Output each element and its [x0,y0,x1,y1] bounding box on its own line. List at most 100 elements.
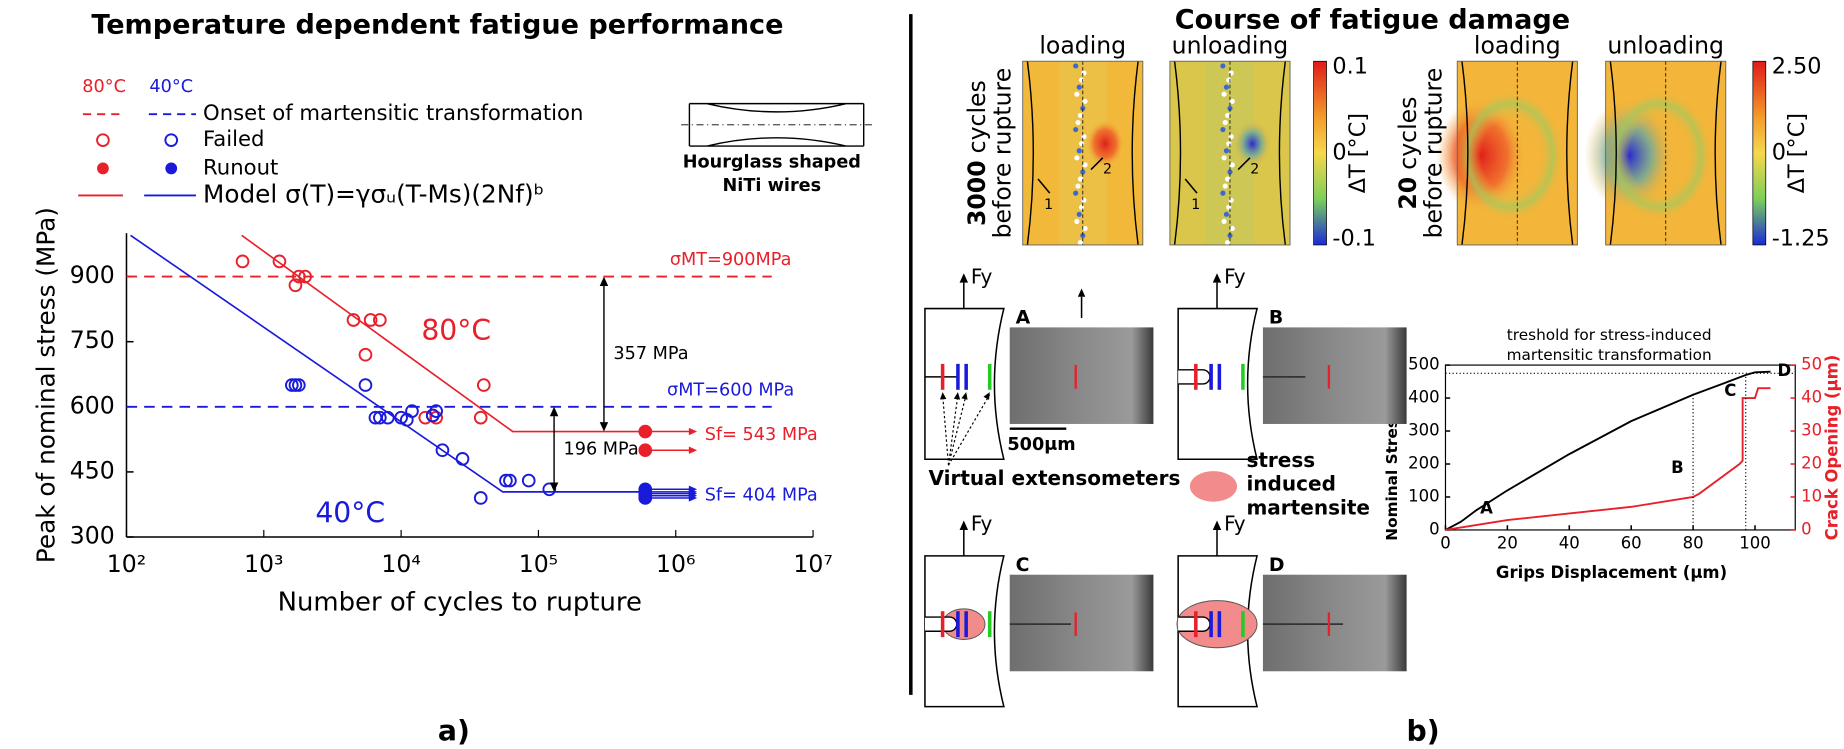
noise [1229,162,1235,168]
noise [1221,218,1227,224]
noise [1078,204,1085,210]
row-label: 3000 cycles [962,80,990,226]
y2-axis-label: Crack Opening (μm) [1822,355,1841,541]
noise [1221,91,1227,97]
failed-point [272,254,287,269]
plot-frame [1444,364,1796,531]
failed-point [373,410,387,425]
failed-point [235,254,250,269]
y-tick-label: 100 [1408,486,1439,505]
specimen-edge [1461,61,1574,246]
failed-point [358,347,373,362]
noise [1225,112,1231,119]
x-tick-label: 10⁴ [381,550,420,578]
colorbar-tick: -1.25 [1772,226,1830,252]
threshold-label: treshold for stress-induced [1507,326,1712,344]
noise [1225,176,1231,182]
specimen-edge [1173,61,1287,246]
panel-label: b) [1407,715,1440,748]
x-axis-label: Number of cycles to rupture [278,587,642,617]
noise [1074,91,1080,97]
y2-tick-label: 20 [1801,454,1822,473]
pointer-head [961,392,968,400]
noise [1228,197,1234,203]
colorbar-tick: 0 [1332,140,1346,166]
noise [1073,63,1079,69]
caption: Hourglass shaped [683,153,861,173]
row-label: before rupture [988,68,1016,239]
step-label: B [1269,307,1283,328]
failed-point [288,278,303,293]
caption: NiTi wires [723,176,822,196]
crack-mark: 1 [1044,197,1053,213]
noise [1220,190,1226,196]
failed-point [473,410,488,425]
colorbar-label: ΔT [°C] [1784,113,1810,193]
y2-tick-label: 30 [1801,421,1822,440]
map-frame [1456,60,1578,246]
runout-arrow-head [688,446,698,454]
column-label: loading [1039,32,1126,60]
y-tick-label: 200 [1408,454,1439,473]
arc [1605,90,1712,221]
row-unit: cycles [1393,97,1421,170]
y-tick-label: 400 [1408,388,1439,407]
force-label: Fy [1224,512,1246,536]
map-frame [1605,60,1727,246]
force-label: Fy [1224,264,1246,288]
row-count: 20 [1393,177,1421,210]
crack-pointer [1184,178,1198,194]
noise [1223,148,1230,154]
hot-spot [1086,120,1124,168]
noise [1078,77,1085,83]
y2-tick-label: 50 [1801,355,1822,374]
y-tick-label: 0 [1429,519,1439,538]
hourglass-wire [688,102,865,147]
endurance-label: Sf= 404 MPa [705,485,818,505]
crack-mark: 2 [1250,162,1259,178]
curve-label: 40°C [315,497,385,530]
noise [1075,183,1081,189]
micrograph [1009,327,1154,424]
threshold-label: martensitic transformation [1507,346,1712,364]
crack-mark: 1 [1191,197,1200,213]
noise [1223,84,1230,90]
specimen-edge [1609,61,1722,246]
noise [1220,126,1226,133]
map-frame [1022,60,1144,246]
model-curve [241,234,646,433]
stage-label: A [1480,498,1493,517]
failed-point [455,452,470,466]
noise [1225,240,1231,246]
span-arrow-head [599,422,609,432]
x-tick-label: 10² [107,550,146,578]
noise [1226,77,1232,83]
noise [1077,112,1083,119]
noise [1077,176,1083,182]
failed-point [373,313,387,327]
noise [1074,155,1080,161]
curve [1445,370,1771,531]
x-tick-label: 20 [1497,534,1518,553]
martensite-label: stress [1246,448,1315,472]
step-label: A [1016,307,1031,328]
x-tick-label: 40 [1559,534,1580,553]
legend-header: 40°C [149,77,193,97]
noise [1229,225,1235,232]
y-tick-label: 450 [70,456,115,484]
failed-point [405,404,419,418]
y-axis-label: Peak of nominal stress (MPa) [32,207,61,563]
span-arrow-head [549,406,559,417]
panel-title: Course of fatigue damage [1175,5,1570,36]
legend-label: Failed [203,126,264,151]
step-label: C [1016,555,1030,576]
noise [1073,126,1079,133]
curve [1445,387,1771,531]
legend-runout [165,162,178,175]
threshold-label: σMT=900MPa [670,250,792,270]
colorbar-tick: 0.1 [1332,54,1368,80]
column-label: unloading [1172,32,1289,60]
legend-label: Runout [203,154,278,179]
y2-tick-label: 0 [1801,519,1811,538]
force-arrow-head [959,520,969,530]
